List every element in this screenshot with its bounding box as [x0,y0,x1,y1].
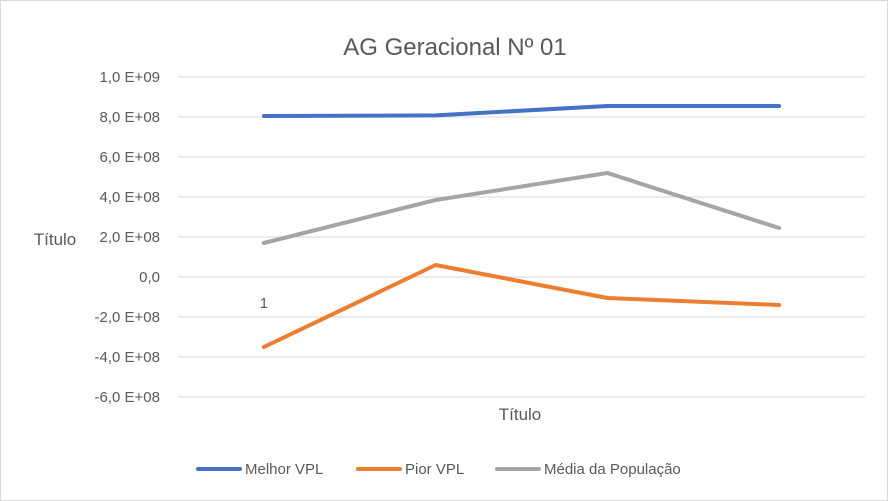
y-tick-label: -6,0 E+08 [95,389,160,406]
y-tick-label: -2,0 E+08 [95,309,160,326]
series-lines [261,104,782,349]
legend: Melhor VPL Pior VPL Média da População [196,461,681,478]
legend-label: Melhor VPL [245,461,323,478]
chart-title: AG Geracional Nº 01 [343,34,567,61]
y-axis-title: Título [34,230,77,249]
y-tick-label: 4,0 E+08 [100,189,160,206]
y-tick-label: 8,0 E+08 [100,109,160,126]
y-tick-labels: 1,0 E+09 8,0 E+08 6,0 E+08 4,0 E+08 2,0 E+08… [95,69,160,406]
series-line-1 [261,104,782,118]
y-tick-label: 2,0 E+08 [100,229,160,246]
legend-label: Pior VPL [405,461,464,478]
series-line-2 [261,263,782,349]
y-tick-label: 0,0 [139,269,160,286]
y-tick-label: 6,0 E+08 [100,149,160,166]
x-axis-title: Título [499,405,542,424]
series-line-3 [261,171,782,245]
x-tick-label: 1 [260,295,268,312]
y-tick-label: -4,0 E+08 [95,349,160,366]
legend-label: Média da População [544,461,681,478]
y-tick-label: 1,0 E+09 [100,69,160,86]
x-tick-labels: 1 [260,295,268,312]
